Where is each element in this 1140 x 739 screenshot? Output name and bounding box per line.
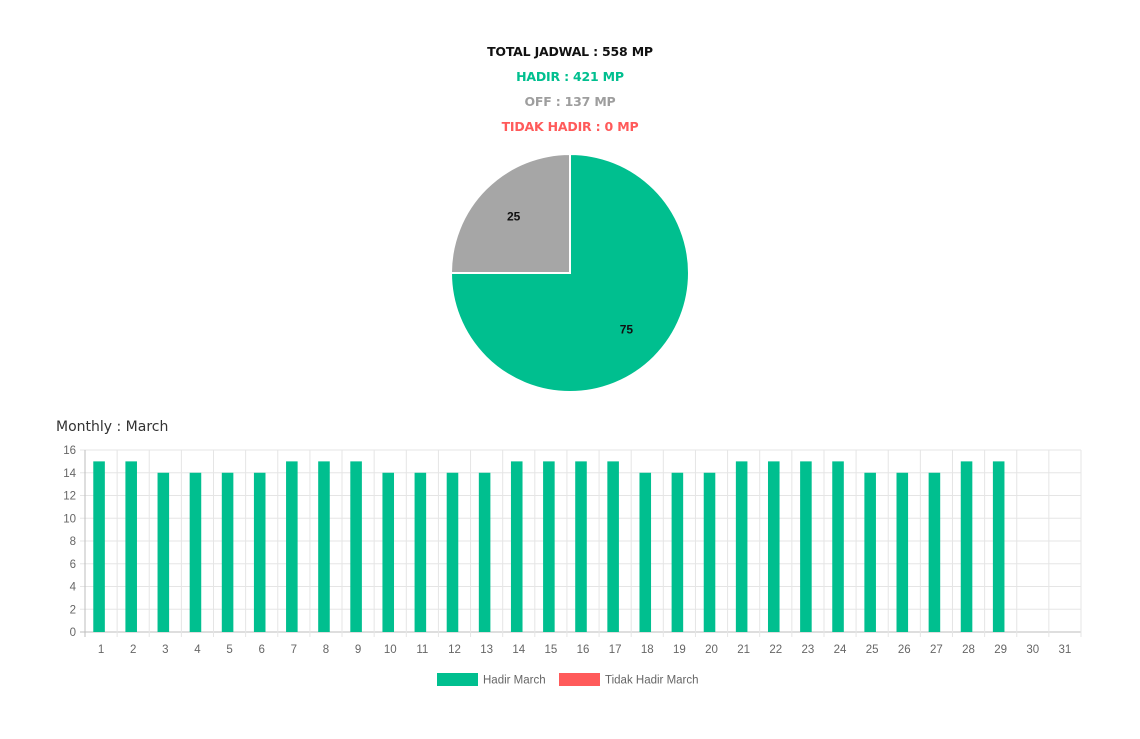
x-tick-label: 17	[609, 644, 622, 656]
bar-hadir[interactable]	[478, 472, 491, 632]
pie-slice-value-label: 75	[620, 322, 634, 336]
bar-hadir[interactable]	[607, 461, 619, 632]
bar-hadir[interactable]	[350, 461, 362, 632]
legend-item-tidak-hadir[interactable]: Tidak Hadir March	[559, 673, 699, 687]
legend-item-hadir[interactable]: Hadir March	[437, 673, 546, 687]
x-tick-label: 7	[291, 644, 297, 656]
bar-hadir[interactable]	[832, 461, 844, 632]
legend-label: Tidak Hadir March	[605, 675, 699, 687]
total-jadwal-text: TOTAL JADWAL : 558 MP	[487, 44, 653, 59]
bar-hadir[interactable]	[382, 472, 395, 632]
x-tick-label: 11	[416, 644, 428, 656]
x-tick-label: 27	[930, 644, 943, 656]
x-tick-label: 8	[323, 644, 329, 656]
bar-hadir[interactable]	[543, 461, 555, 632]
bar-hadir[interactable]	[221, 472, 234, 632]
x-tick-label: 1	[98, 644, 104, 656]
x-tick-label: 22	[769, 644, 782, 656]
bar-hadir[interactable]	[992, 461, 1005, 632]
x-tick-label: 24	[834, 644, 847, 656]
y-tick-label: 6	[70, 559, 76, 571]
x-tick-label: 10	[384, 644, 397, 656]
x-tick-label: 30	[1026, 644, 1039, 656]
x-tick-label: 25	[866, 644, 879, 656]
y-tick-label: 2	[70, 604, 76, 616]
bar-hadir[interactable]	[800, 461, 812, 632]
bar-hadir[interactable]	[928, 472, 941, 632]
tidak-hadir-text: TIDAK HADIR : 0 MP	[501, 119, 639, 134]
x-tick-label: 5	[226, 644, 232, 656]
x-tick-label: 15	[544, 644, 557, 656]
x-tick-label: 19	[673, 644, 686, 656]
bar-hadir[interactable]	[253, 472, 266, 632]
legend-label: Hadir March	[483, 675, 546, 687]
bar-hadir[interactable]	[318, 461, 330, 632]
x-tick-label: 14	[512, 644, 525, 656]
x-tick-label: 26	[898, 644, 911, 656]
x-tick-label: 31	[1059, 644, 1072, 656]
y-tick-label: 10	[63, 513, 76, 525]
x-tick-label: 13	[480, 644, 493, 656]
bar-hadir[interactable]	[639, 472, 652, 632]
x-tick-label: 4	[194, 644, 201, 656]
bar-hadir[interactable]	[446, 472, 459, 632]
bar-hadir[interactable]	[671, 472, 684, 632]
y-tick-label: 4	[70, 582, 77, 594]
x-tick-label: 29	[994, 644, 1007, 656]
hadir-text: HADIR : 421 MP	[516, 69, 624, 84]
bar-hadir[interactable]	[575, 461, 587, 632]
attendance-pie-chart: 75 25	[449, 152, 690, 393]
bar-hadir[interactable]	[510, 461, 523, 632]
pie-slice-value-label: 25	[507, 210, 521, 224]
bar-hadir[interactable]	[189, 472, 202, 632]
legend-swatch	[437, 673, 478, 686]
bar-hadir[interactable]	[864, 472, 876, 632]
bar-hadir[interactable]	[960, 461, 973, 632]
bar-hadir[interactable]	[414, 472, 427, 632]
legend-swatch	[559, 673, 600, 686]
x-tick-label: 28	[962, 644, 975, 656]
bar-hadir[interactable]	[157, 472, 170, 632]
x-tick-label: 23	[802, 644, 815, 656]
x-tick-label: 6	[259, 644, 265, 656]
monthly-chart-title: Monthly : March	[56, 419, 169, 435]
x-tick-label: 20	[705, 644, 718, 656]
x-tick-label: 16	[577, 644, 590, 656]
x-tick-label: 3	[162, 644, 168, 656]
y-tick-label: 8	[70, 536, 76, 548]
y-tick-label: 12	[63, 491, 76, 503]
pie-slice[interactable]	[449, 152, 571, 274]
pie-slice[interactable]	[449, 152, 690, 393]
bar-hadir[interactable]	[767, 461, 780, 632]
bar-hadir[interactable]	[286, 461, 298, 632]
x-tick-label: 9	[355, 644, 361, 656]
bar-hadir[interactable]	[703, 472, 716, 632]
x-tick-label: 2	[130, 644, 136, 656]
x-tick-label: 12	[448, 644, 461, 656]
x-tick-label: 18	[641, 644, 654, 656]
off-text: OFF : 137 MP	[524, 94, 616, 109]
bar-hadir[interactable]	[125, 461, 137, 632]
bar-hadir[interactable]	[896, 472, 909, 632]
x-tick-label: 21	[737, 644, 750, 656]
bar-hadir[interactable]	[93, 461, 105, 632]
y-tick-label: 14	[63, 468, 76, 480]
bar-hadir[interactable]	[735, 461, 748, 632]
y-tick-label: 16	[63, 445, 76, 457]
y-tick-label: 0	[70, 627, 76, 639]
